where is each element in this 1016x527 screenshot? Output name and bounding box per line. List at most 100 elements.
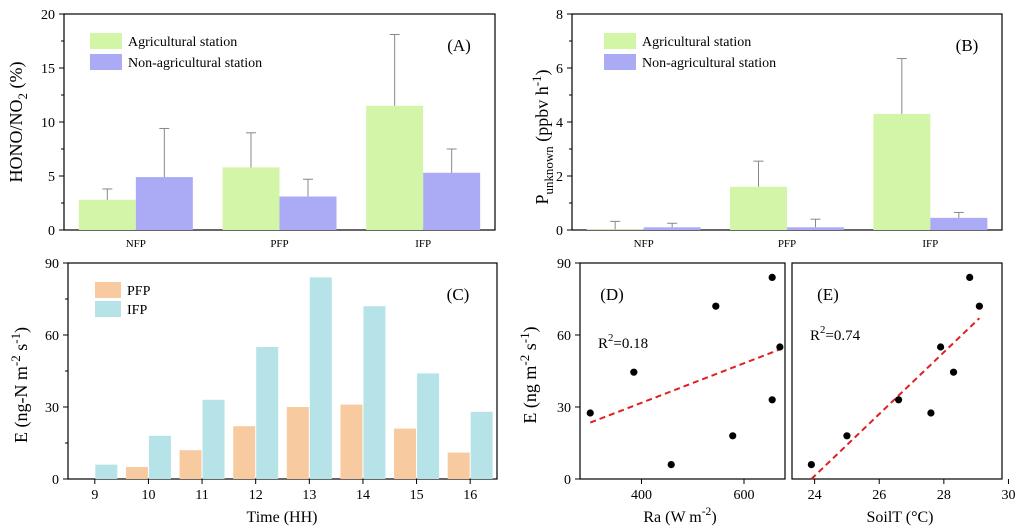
data-point — [768, 273, 776, 281]
y-tick-label: 8 — [556, 8, 563, 23]
r-squared-label-part: 2 — [820, 324, 825, 336]
r-squared-label-part: R — [810, 328, 820, 344]
x-tick-label: 600 — [734, 488, 755, 503]
bar-agricultural-station — [78, 199, 136, 230]
y-axis-label-part: unknown — [541, 146, 556, 195]
bar-ifp — [148, 435, 171, 479]
data-point — [768, 396, 776, 404]
y-tick-label: 15 — [41, 62, 55, 77]
y-tick-label: 5 — [48, 170, 55, 185]
bar-pfp — [286, 407, 309, 479]
x-tick-label: 14 — [356, 488, 370, 503]
y-axis-label-part: HONO/NO — [6, 99, 26, 182]
x-tick-label: 13 — [302, 488, 316, 503]
y-tick-label: 4 — [556, 116, 563, 131]
x-tick-label: 10 — [141, 488, 155, 503]
legend-swatch — [604, 54, 636, 70]
y-tick-label: 90 — [557, 257, 571, 272]
bar-ifp — [256, 347, 279, 479]
y-axis-label-part: ) — [11, 327, 32, 333]
x-tick-label: PFP — [778, 238, 796, 250]
y-axis-label-part: (%) — [6, 62, 27, 93]
y-tick-label: 30 — [557, 401, 571, 416]
legend-swatch — [90, 33, 122, 49]
data-point — [975, 302, 983, 310]
x-tick-label: 30 — [1001, 488, 1015, 503]
r-squared-label-part: R — [598, 336, 608, 352]
legend-label: Non-agricultural station — [642, 56, 776, 71]
y-tick-label: 60 — [45, 329, 59, 344]
legend-label: Non-agricultural station — [128, 56, 262, 71]
panel-label: (E) — [817, 285, 839, 304]
bar-pfp — [447, 452, 470, 479]
y-axis-label-part: -1 — [8, 333, 23, 344]
panel-label: (D) — [600, 285, 624, 304]
x-axis-label-part: ) — [711, 509, 716, 526]
y-axis-label-part: E (ng-N m — [11, 366, 32, 443]
panel-label: (C) — [447, 285, 470, 304]
data-point — [966, 273, 974, 281]
data-point — [807, 461, 815, 469]
bar-non-agricultural-station — [930, 217, 988, 230]
x-axis-label-part: Ra (W m — [643, 509, 702, 526]
data-point — [729, 432, 737, 440]
data-point — [667, 461, 675, 469]
y-axis-label-part: -2 — [8, 355, 23, 366]
bar-non-agricultural-station — [423, 172, 481, 230]
legend-label: Agricultural station — [642, 35, 751, 50]
bar-ifp — [470, 411, 493, 479]
y-tick-label: 30 — [45, 401, 59, 416]
y-tick-label: 10 — [41, 116, 55, 131]
legend-label: Agricultural station — [128, 35, 237, 50]
legend-swatch — [95, 282, 121, 298]
panel-D-frame — [579, 262, 786, 480]
x-tick-label: NFP — [634, 238, 654, 250]
bar-ifp — [363, 306, 386, 479]
legend-label: PFP — [127, 284, 151, 299]
x-tick-label: IFP — [415, 238, 431, 250]
y-axis-label: E (ng-N m-2 s-1) — [8, 327, 32, 443]
data-point — [937, 343, 945, 351]
x-axis-label: Ra (W m-2) — [643, 506, 716, 526]
y-tick-label: 0 — [52, 473, 59, 488]
fit-line — [810, 317, 981, 480]
r-squared-label: R2=0.18 — [598, 332, 648, 352]
y-axis-label-part: (ppbv h — [532, 86, 553, 146]
y-tick-label: 0 — [564, 473, 571, 488]
y-axis-label-part: -2 — [517, 355, 532, 366]
r-squared-label-part: =0.18 — [613, 336, 648, 352]
bar-pfp — [233, 426, 256, 479]
y-axis-label-part: s — [11, 344, 31, 356]
y-axis-label: HONO/NO2 (%) — [6, 62, 30, 183]
r-squared-label: R2=0.74 — [810, 324, 861, 344]
y-axis-label: Punknown (ppbv h-1) — [529, 69, 556, 204]
bar-agricultural-station — [873, 113, 931, 230]
bar-ifp — [202, 399, 225, 479]
y-tick-label: 0 — [48, 224, 55, 239]
r-squared-label-part: =0.74 — [825, 328, 860, 344]
x-axis-label-part: -2 — [702, 506, 712, 518]
x-tick-label: PFP — [270, 238, 288, 250]
y-axis-label-part: -1 — [529, 75, 544, 86]
x-axis-label: Time (HH) — [247, 509, 318, 526]
y-axis-label-part: s — [520, 343, 540, 355]
y-axis-label-part: 2 — [15, 93, 30, 99]
x-tick-label: 400 — [631, 488, 652, 503]
fit-line — [589, 348, 781, 424]
x-tick-label: 26 — [872, 488, 886, 503]
bar-ifp — [95, 464, 118, 479]
y-axis-label-part: ) — [520, 326, 541, 332]
y-tick-label: 90 — [45, 257, 59, 272]
y-axis-label: E (ng m-2 s-1) — [517, 326, 541, 423]
bar-non-agricultural-station — [787, 227, 844, 230]
x-tick-label: 11 — [195, 488, 208, 503]
x-axis-label: SoilT (°C) — [867, 509, 934, 526]
x-tick-label: 24 — [808, 488, 822, 503]
bar-agricultural-station — [730, 186, 787, 230]
bar-non-agricultural-station — [643, 227, 701, 230]
panel-E-frame — [791, 262, 1003, 480]
data-point — [895, 396, 903, 404]
legend-swatch — [90, 54, 122, 70]
panel-label: (A) — [447, 36, 471, 55]
y-tick-label: 0 — [556, 224, 563, 239]
